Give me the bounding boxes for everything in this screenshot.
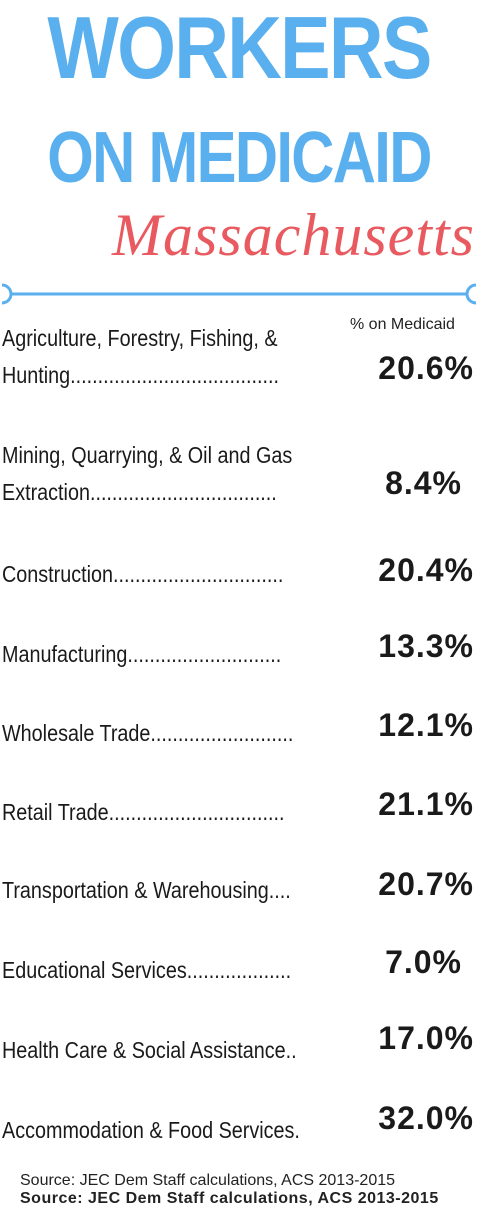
industry-row: Agriculture, Forestry, Fishing, & Huntin… (0, 320, 478, 400)
title-workers: WORKERS (47, 0, 432, 97)
medicaid-percent: 20.7% (378, 866, 474, 902)
medicaid-percent: 7.0% (385, 944, 462, 980)
industry-row: Health Care & Social Assistance.. 17.0% (0, 1020, 478, 1072)
title-on-medicaid: ON MEDICAID (47, 118, 432, 198)
industry-label: Agriculture, Forestry, Fishing, & Huntin… (2, 325, 280, 388)
industry-row: Accommodation & Food Services. 32.0% (0, 1100, 478, 1152)
industry-row: Manufacturing...........................… (0, 628, 478, 676)
industry-label: Accommodation & Food Services. (2, 1117, 300, 1143)
industry-row: Wholesale Trade.........................… (0, 707, 478, 755)
industry-row: Mining, Quarrying, & Oil and Gas Extract… (0, 437, 478, 517)
medicaid-percent: 20.6% (378, 350, 474, 386)
industry-row: Construction............................… (0, 552, 478, 596)
medicaid-percent: 12.1% (378, 707, 474, 743)
column-header: % on Medicaid (350, 316, 455, 333)
industry-label: Health Care & Social Assistance.. (2, 1037, 297, 1063)
industry-label: Mining, Quarrying, & Oil and Gas Extract… (2, 442, 293, 505)
industry-label: Wholesale Trade.........................… (2, 720, 294, 746)
industry-row: Transportation & Warehousing.... 20.7% (0, 866, 478, 912)
industry-label: Construction............................… (2, 561, 284, 587)
industry-row: Retail Trade............................… (0, 786, 478, 834)
industry-label: Educational Services................... (2, 957, 292, 983)
medicaid-percent: 32.0% (378, 1100, 474, 1136)
industry-row: Educational Services................... … (0, 944, 478, 992)
industry-label: Manufacturing...........................… (2, 641, 282, 667)
medicaid-percent: 17.0% (378, 1020, 474, 1056)
medicaid-percent: 20.4% (378, 552, 474, 588)
medicaid-percent: 13.3% (378, 628, 474, 664)
source-note-overlap: Source: JEC Dem Staff calculations, ACS … (20, 1190, 439, 1207)
divider-line (1, 283, 477, 305)
medicaid-percent: 21.1% (378, 786, 474, 822)
industry-label: Retail Trade............................… (2, 799, 285, 825)
source-note: Source: JEC Dem Staff calculations, ACS … (20, 1172, 396, 1189)
industry-label: Transportation & Warehousing.... (2, 877, 291, 903)
medicaid-percent: 8.4% (385, 465, 462, 501)
state-name: Massachusetts (112, 202, 475, 268)
